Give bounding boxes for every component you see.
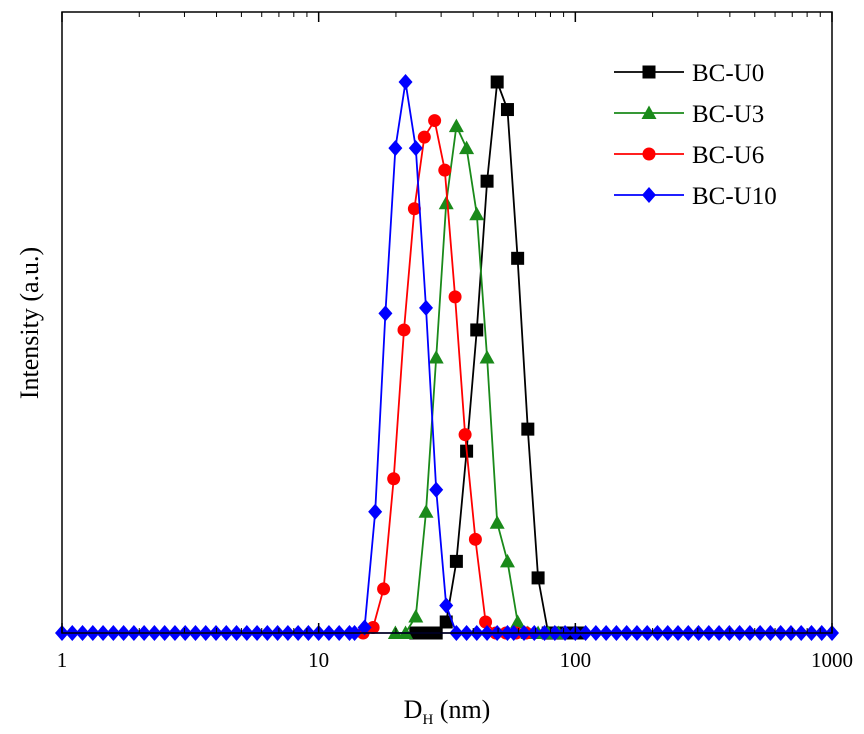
series-bc-u3 xyxy=(387,118,567,639)
series-bc-u10-point xyxy=(439,597,454,614)
x-tick-label: 1000 xyxy=(811,648,853,672)
series-bc-u10-point xyxy=(388,140,403,157)
series-bc-u0-point xyxy=(511,251,525,265)
series-bc-u3-point xyxy=(408,608,424,623)
legend-item-bc-u3: BC-U3 xyxy=(614,101,764,128)
series-bc-u6-point xyxy=(366,620,380,634)
x-tick-label: 1 xyxy=(57,648,68,672)
series-bc-u6-point xyxy=(397,323,411,337)
legend-label-bc-u10: BC-U10 xyxy=(692,183,777,210)
legend-item-bc-u0: BC-U0 xyxy=(614,60,764,87)
legend-marker-bc-u10 xyxy=(642,187,656,203)
series-bc-u3-point xyxy=(469,206,485,221)
series-bc-u6-point xyxy=(387,472,401,486)
x-tick-label: 100 xyxy=(560,648,592,672)
series-bc-u0-point xyxy=(480,174,494,188)
series-bc-u10-point xyxy=(398,74,413,90)
x-tick-label: 10 xyxy=(308,648,329,672)
series-bc-u10-point xyxy=(357,619,372,636)
series-bc-u6-point xyxy=(428,114,442,128)
series-bc-u6-line xyxy=(362,119,527,634)
x-axis-title: DH (nm) xyxy=(404,695,491,728)
series-bc-u3-point xyxy=(499,553,515,568)
series-bc-u0-point xyxy=(521,422,535,436)
legend-marker-bc-u6 xyxy=(642,147,656,161)
series-bc-u3-point xyxy=(448,118,464,133)
series-bc-u3-point xyxy=(510,614,526,628)
series-bc-u6-point xyxy=(377,582,391,596)
legend-marker-bc-u3 xyxy=(641,105,657,119)
x-axis-title-main: D xyxy=(404,695,423,724)
series-bc-u0-point xyxy=(500,103,514,117)
series-bc-u6-point xyxy=(468,532,482,546)
x-axis-title-subscript: H xyxy=(422,712,433,728)
series-bc-u0-point xyxy=(470,323,484,337)
legend-label-bc-u3: BC-U3 xyxy=(692,101,764,128)
series-bc-u6-point xyxy=(448,290,462,304)
series-bc-u10-point xyxy=(419,299,434,316)
series-bc-u6-point xyxy=(479,615,493,629)
legend-item-bc-u6: BC-U6 xyxy=(614,142,764,169)
series-bc-u0-point xyxy=(490,75,504,89)
series-bc-u3-point xyxy=(438,195,454,210)
series-bc-u3-point xyxy=(428,350,444,364)
legend-label-bc-u0: BC-U0 xyxy=(692,60,764,87)
series-bc-u6-point xyxy=(407,202,421,216)
series-bc-u6-point xyxy=(438,163,452,177)
series-bc-u0-point xyxy=(449,554,463,568)
series-bc-u10-point xyxy=(378,305,393,322)
series-bc-u3-point xyxy=(479,350,495,364)
plot-frame xyxy=(61,11,833,634)
legend: BC-U0 BC-U3 BC-U6 BC-U10 xyxy=(614,60,777,210)
legend-label-bc-u6: BC-U6 xyxy=(692,142,764,169)
series-bc-u10-point xyxy=(429,481,444,498)
y-axis-title: Intensity (a.u.) xyxy=(15,247,44,399)
x-axis-title-unit: (nm) xyxy=(440,695,491,724)
legend-marker-bc-u0 xyxy=(642,65,656,79)
series-bc-u6-point xyxy=(417,130,431,144)
series-bc-u10-point xyxy=(408,140,423,157)
legend-item-bc-u10: BC-U10 xyxy=(614,183,777,210)
series-bc-u0-point xyxy=(531,571,545,585)
series-bc-u10-point xyxy=(368,503,383,520)
series-bc-u3-point xyxy=(418,504,434,518)
series-bc-u6-point xyxy=(458,428,472,442)
series-bc-u3-point xyxy=(459,140,475,155)
series-bc-u0-point xyxy=(439,615,453,629)
series-bc-u3-point xyxy=(489,515,505,529)
axes-layer: 1 10 100 1000 xyxy=(57,12,853,672)
